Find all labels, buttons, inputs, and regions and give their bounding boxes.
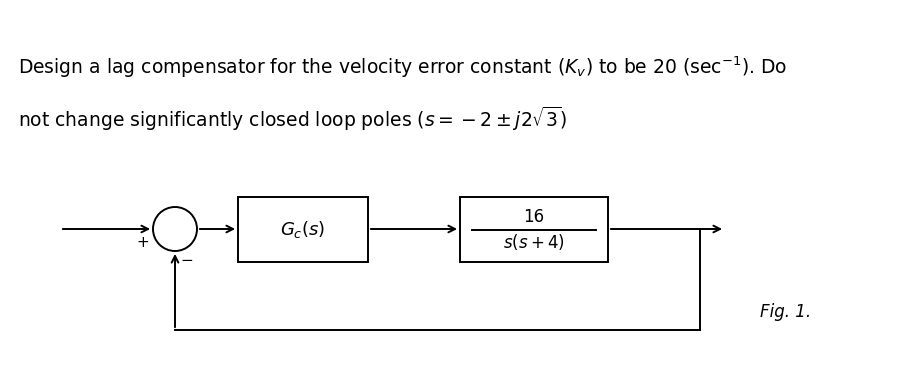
Text: $s(s + 4)$: $s(s + 4)$ [503,232,565,253]
Text: Design a lag compensator for the velocity error constant ($K_v$) to be 20 (sec$^: Design a lag compensator for the velocit… [18,55,788,81]
Text: not change significantly closed loop poles ($s = -2 \pm j2\sqrt{3}$): not change significantly closed loop pol… [18,105,567,133]
Text: $G_c(s)$: $G_c(s)$ [280,219,325,240]
Text: 16: 16 [524,207,545,225]
Bar [238,197,368,262]
Text: +: + [136,235,149,250]
Text: −: − [180,253,193,268]
Text: Fig. 1.: Fig. 1. [760,303,811,321]
Bar [460,197,608,262]
